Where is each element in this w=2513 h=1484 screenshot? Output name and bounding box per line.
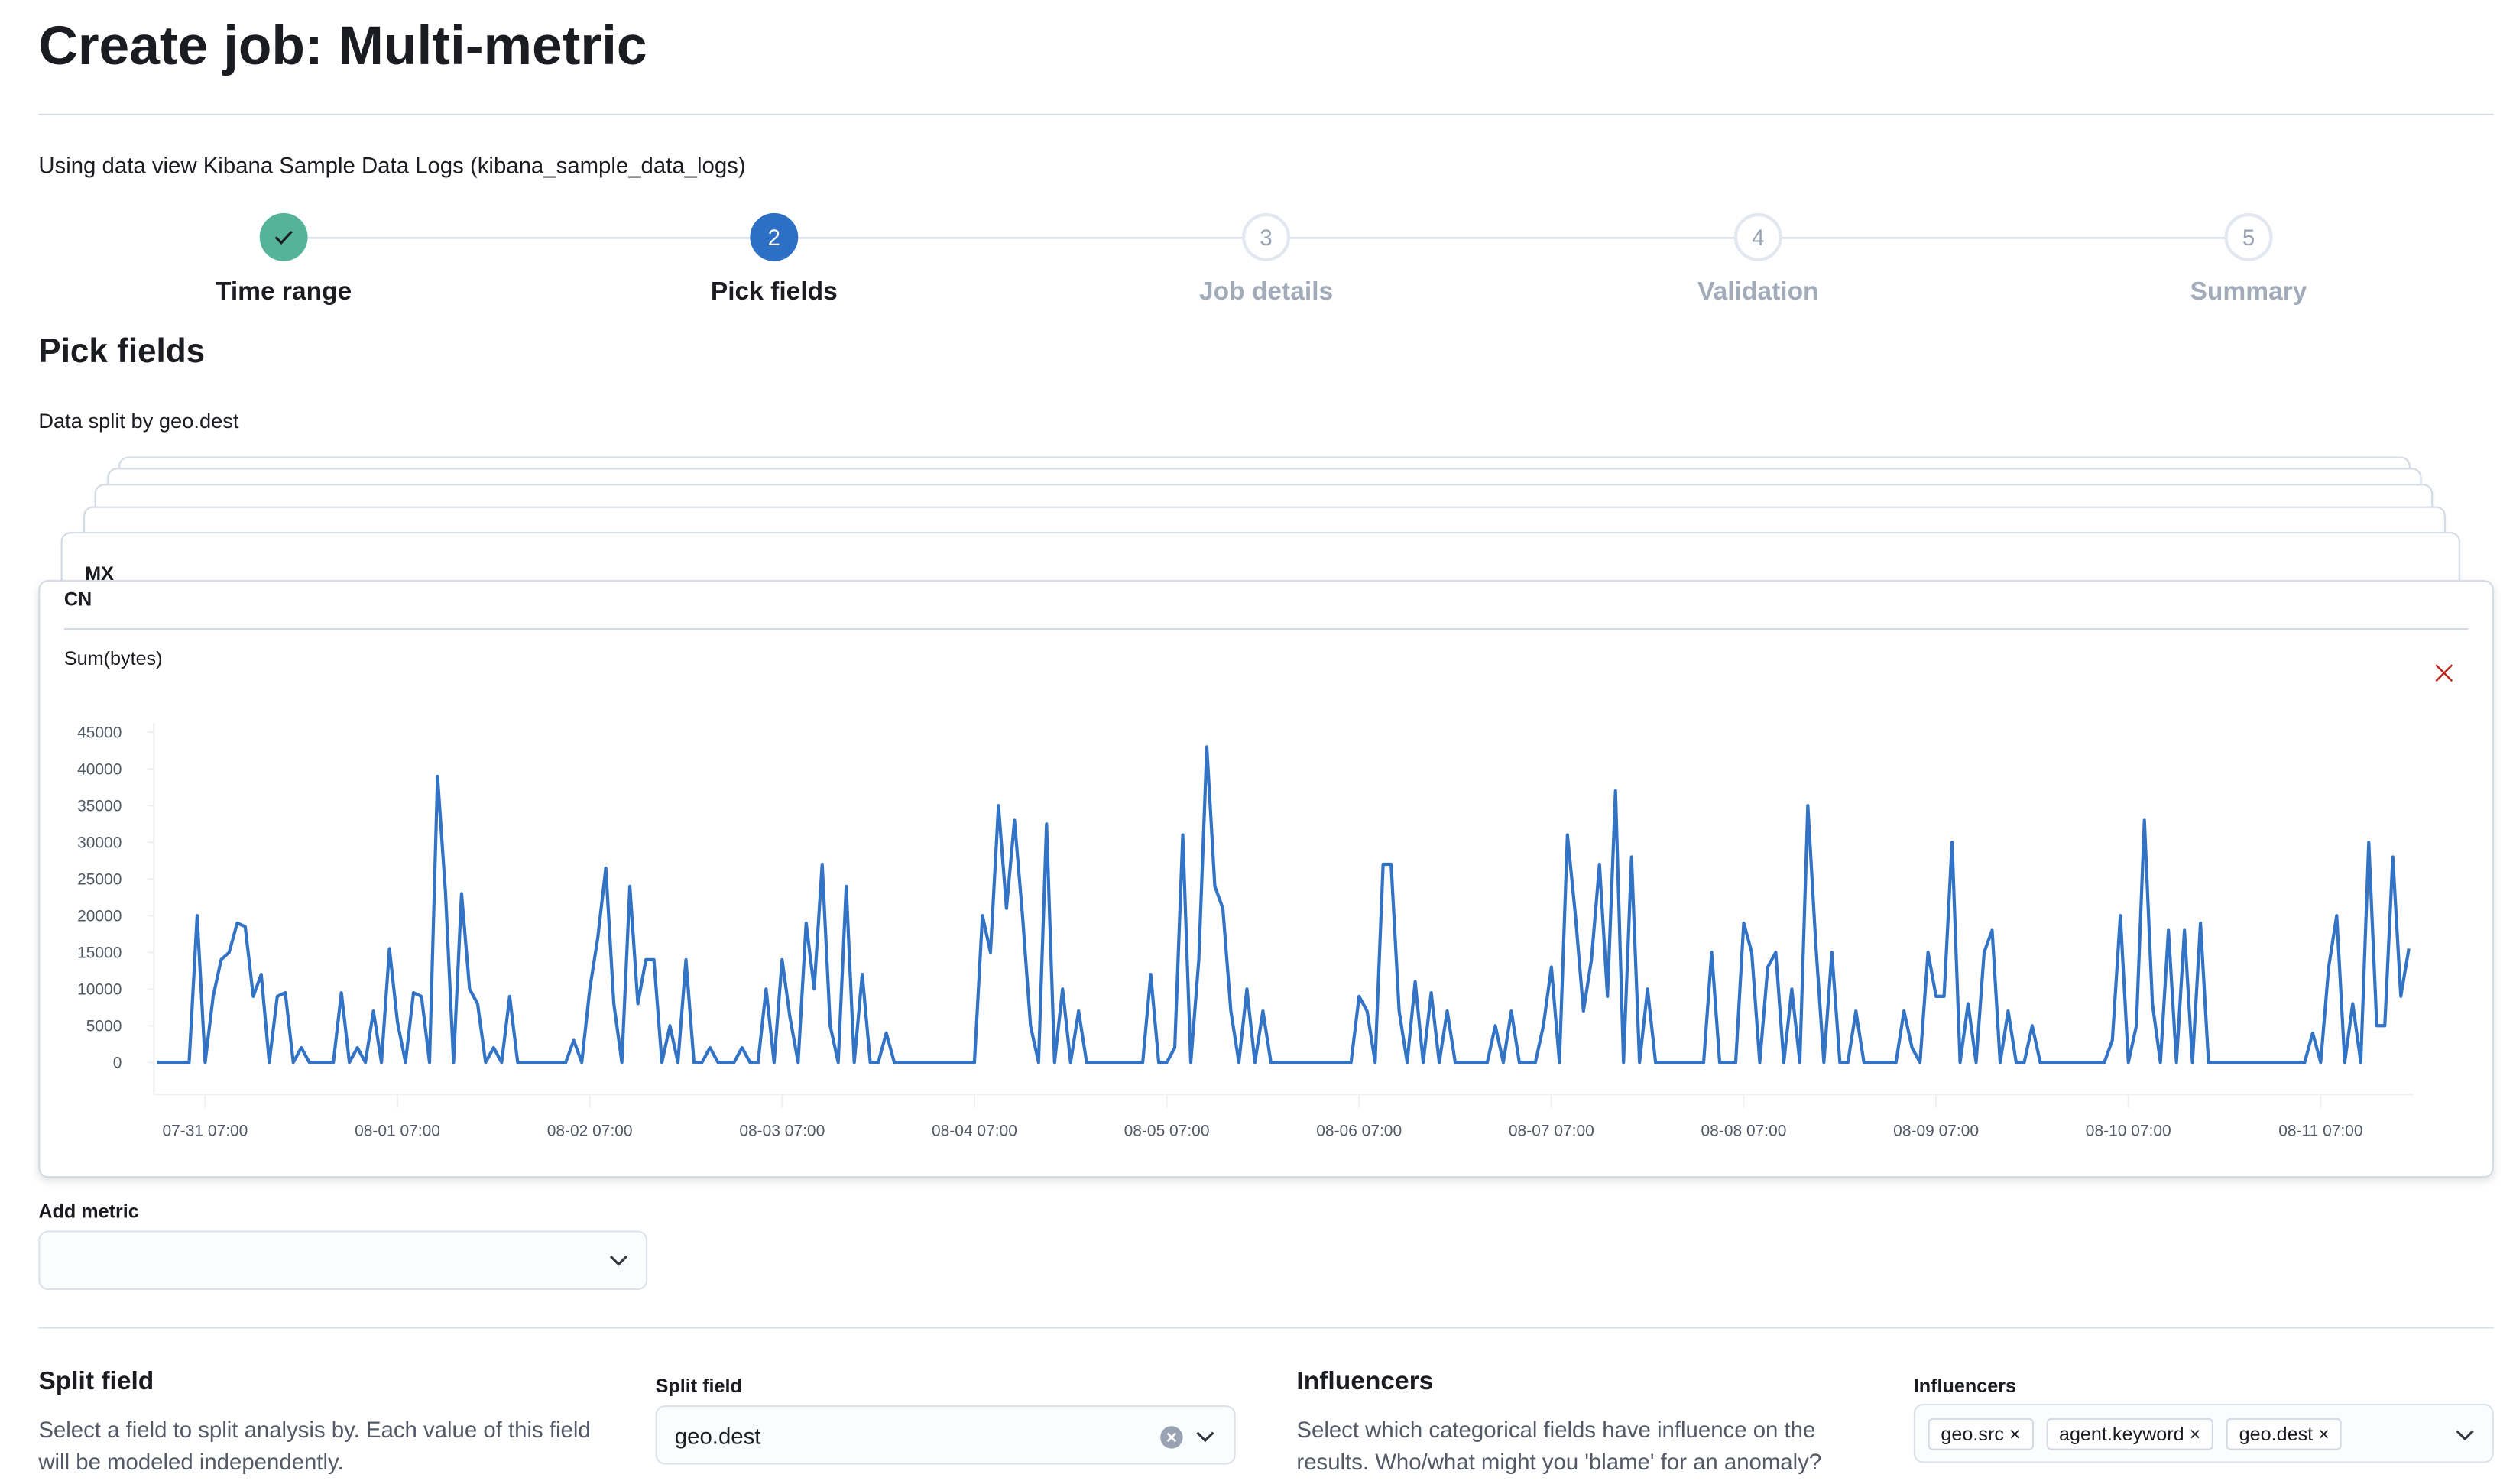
step-label[interactable]: Job details: [1198, 278, 1334, 306]
chevron: [609, 1255, 628, 1266]
chart: 0 5000 10000 15000 20000 25000 30000 35000 40000…: [77, 722, 2414, 1140]
x-tick-label: 08-03 07:00: [739, 1123, 825, 1140]
x-tick-label: 08-04 07:00: [932, 1123, 1017, 1140]
check-icon: [274, 230, 293, 245]
influencer-pill[interactable]: geo.dest ×: [2226, 1418, 2343, 1450]
chevron: [1196, 1431, 1214, 1443]
y-tick-label: 45000: [77, 724, 122, 742]
divider: [38, 1327, 2494, 1329]
chart-title: Sum(bytes): [63, 647, 163, 670]
add-metric-select[interactable]: [38, 1230, 648, 1291]
step-current[interactable]: 2: [750, 212, 799, 261]
section-heading: Influencers: [1296, 1368, 1434, 1396]
card-label: CN: [63, 588, 92, 611]
y-tick-label: 0: [113, 1055, 122, 1072]
clear-button[interactable]: [1159, 1424, 1185, 1450]
y-tick-label: 35000: [77, 798, 122, 815]
field-label: Influencers: [1913, 1375, 2017, 1398]
y-tick-label: 30000: [77, 834, 122, 852]
field-label: Split field: [655, 1375, 742, 1398]
y-tick-label: 5000: [86, 1018, 122, 1035]
pill-text: agent.keyword: [2058, 1423, 2184, 1446]
data-view-text: Using data view Kibana Sample Data Logs …: [38, 152, 746, 178]
step-label[interactable]: Time range: [215, 278, 352, 306]
pill-text: geo.src: [1941, 1423, 2004, 1446]
divider: [38, 113, 2494, 115]
split-text: Data split by geo.dest: [38, 408, 239, 433]
influencer-pill[interactable]: agent.keyword ×: [2046, 1418, 2214, 1450]
x-tick-label: 08-07 07:00: [1509, 1123, 1594, 1140]
pill-text: geo.dest: [2239, 1423, 2314, 1446]
x-tick-label: 08-10 07:00: [2086, 1123, 2171, 1140]
remove-button[interactable]: [2434, 663, 2453, 682]
section-heading: Split field: [38, 1368, 154, 1396]
select-value: geo.dest: [674, 1423, 761, 1449]
x-tick-label: 08-08 07:00: [1701, 1123, 1787, 1140]
x-tick-label: 08-02 07:00: [547, 1123, 633, 1140]
step-incomplete[interactable]: 4: [1733, 212, 1782, 261]
step-label[interactable]: Summary: [2190, 278, 2307, 306]
divider: [63, 628, 2469, 630]
step-label[interactable]: Pick fields: [710, 278, 838, 306]
x-tick-label: 08-05 07:00: [1124, 1123, 1210, 1140]
section-title: Pick fields: [38, 333, 206, 371]
description: Select which categorical fields have inf…: [1296, 1416, 1822, 1475]
step-incomplete[interactable]: 5: [2224, 212, 2273, 261]
page-title: Create job: Multi-metric: [38, 15, 647, 77]
data-line: [157, 745, 2411, 1064]
step-incomplete[interactable]: 3: [1242, 212, 1291, 261]
x-tick-label: 08-01 07:00: [355, 1123, 440, 1140]
chevron: [2456, 1430, 2474, 1441]
description: Select a field to split analysis by. Eac…: [38, 1416, 591, 1475]
influencer-pill[interactable]: geo.src ×: [1928, 1418, 2034, 1450]
y-tick-label: 15000: [77, 945, 122, 962]
x-tick-label: 08-06 07:00: [1316, 1123, 1402, 1140]
step-label[interactable]: Validation: [1697, 278, 1819, 306]
y-tick-label: 40000: [77, 761, 122, 779]
chart-card: CN Sum(bytes) 0 5000 10000 15000 20000 25000 3…: [38, 580, 2494, 1178]
y-tick-label: 10000: [77, 981, 122, 999]
split-field-select[interactable]: geo.dest: [655, 1405, 1236, 1465]
field-label: Add metric: [38, 1200, 139, 1223]
influencers-select[interactable]: geo.src × agent.keyword × geo.dest ×: [1913, 1403, 2494, 1463]
y-tick-label: 25000: [77, 871, 122, 889]
x-tick-label: 08-11 07:00: [2278, 1123, 2362, 1140]
x-tick-label: 08-09 07:00: [1893, 1123, 1979, 1140]
x-tick-label: 07-31 07:00: [162, 1123, 248, 1140]
y-tick-label: 20000: [77, 908, 122, 925]
step-complete[interactable]: [259, 212, 308, 261]
